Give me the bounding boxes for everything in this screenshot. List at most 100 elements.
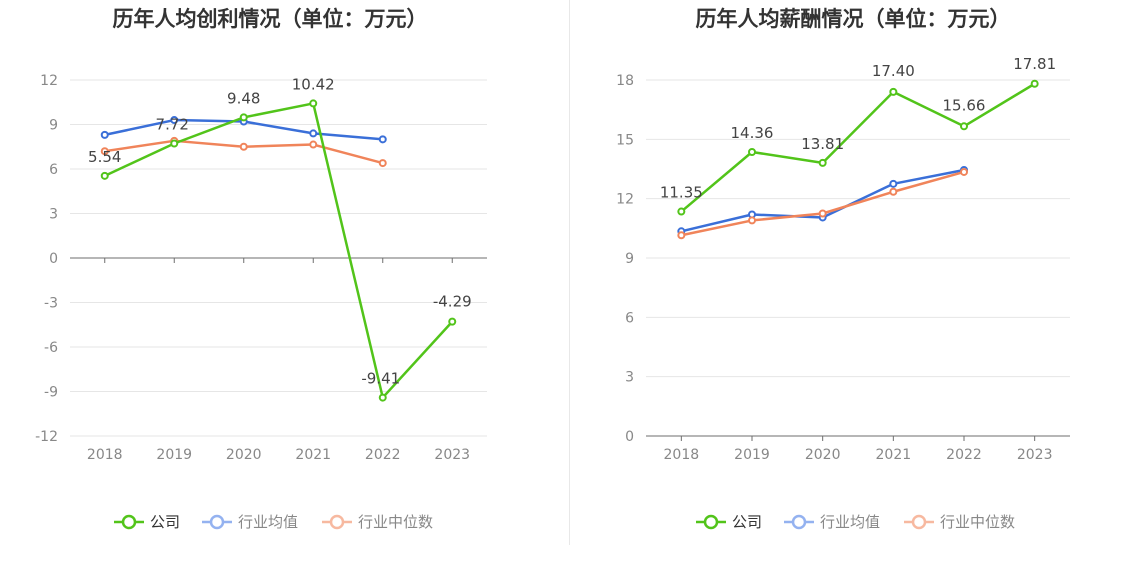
salary-per-capita-chart-panel: 历年人均薪酬情况（单位：万元） 18 15 12 9 6 3 0 2018 2019 2020 20… [568,0,1134,582]
legend-label: 行业均值 [238,513,298,531]
x-tick-label: 2022 [365,447,401,463]
grid [70,79,487,437]
x-tick-label: 2018 [87,447,123,463]
legend-item[interactable]: 行业中位数 [904,513,1015,531]
data-point[interactable] [100,171,109,180]
data-point[interactable] [239,113,248,122]
data-point[interactable] [378,159,387,168]
legend: 公司 行业均值 行业中位数 [114,513,433,531]
data-point[interactable] [309,129,318,138]
legend-label: 公司 [150,513,180,531]
data-point[interactable] [748,147,756,156]
x-tick-label: 2018 [664,447,700,463]
data-point[interactable] [309,99,318,108]
y-tick-label: 18 [616,73,634,89]
data-point[interactable] [170,116,179,125]
series-0: 11.35 14.36 13.81 17.40 15.66 17.81 [660,55,1056,216]
legend-item[interactable]: 公司 [696,513,762,531]
y-tick-label: 6 [49,162,58,178]
legend-marker-icon [121,514,137,530]
data-point[interactable] [889,187,898,196]
legend-label: 行业中位数 [358,513,433,531]
y-tick-label: -6 [44,340,58,356]
x-tick-label: 2019 [734,447,770,463]
y-tick-label: 3 [49,207,58,223]
legend-item[interactable]: 行业均值 [202,513,298,531]
y-tick-label: 6 [625,310,634,326]
series-line [680,82,1036,213]
legend-item[interactable]: 公司 [114,513,180,531]
y-tick-label: -12 [35,429,58,445]
y-tick-label: 0 [625,429,634,445]
x-tick-label: 2023 [434,447,470,463]
data-point[interactable] [818,209,827,218]
data-label: 17.81 [1013,55,1056,73]
data-label: 17.40 [872,62,915,80]
y-axis: 12 9 6 3 0 -3 -6 -9 -12 [35,73,58,445]
data-point[interactable] [1030,79,1039,88]
series-line [681,170,965,237]
data-label: 7.72 [156,115,189,133]
data-point[interactable] [889,179,898,188]
legend-marker-icon [329,514,345,530]
data-label: 10.42 [292,75,335,93]
data-label: 11.35 [660,184,703,202]
panel-divider [569,0,570,545]
data-point[interactable] [889,87,898,96]
legend-marker-icon [209,514,225,530]
chart-title: 历年人均薪酬情况（单位：万元） [696,7,1011,31]
data-label: 15.66 [943,96,986,114]
series-line [681,168,965,233]
data-point[interactable] [818,158,827,167]
data-point[interactable] [170,139,179,148]
y-tick-label: 15 [616,132,634,148]
data-point[interactable] [448,317,457,326]
legend-label: 行业均值 [820,513,880,531]
y-tick-label: 12 [616,192,634,208]
grid [646,79,1070,378]
x-axis: 2018 2019 2020 2021 2022 2023 [664,436,1052,463]
data-point[interactable] [378,393,387,402]
data-point[interactable] [100,147,109,156]
legend-marker-icon [791,514,807,530]
y-tick-label: 9 [49,118,58,134]
series-2 [100,136,387,168]
legend-label: 行业中位数 [940,513,1015,531]
data-label: 13.81 [801,135,844,153]
data-point[interactable] [309,140,318,149]
data-point[interactable] [960,122,968,131]
series-2 [677,167,968,240]
data-point[interactable] [239,142,248,151]
y-axis: 18 15 12 9 6 3 0 [616,73,634,445]
data-point[interactable] [100,130,109,139]
y-tick-label: 0 [49,251,58,267]
data-label: -4.29 [433,293,472,311]
chart-title: 历年人均创利情况（单位：万元） [113,7,428,31]
y-tick-label: -3 [44,296,58,312]
data-label: 14.36 [731,124,774,142]
x-tick-label: 2020 [226,447,262,463]
data-point[interactable] [960,167,968,176]
legend-item[interactable]: 行业均值 [784,513,880,531]
data-point[interactable] [748,216,756,225]
data-label: -9.41 [361,370,400,388]
legend-marker-icon [703,514,719,530]
data-point[interactable] [378,135,387,144]
x-tick-label: 2022 [946,447,982,463]
y-tick-label: -9 [44,385,58,401]
x-tick-label: 2019 [156,447,192,463]
legend-marker-icon [911,514,927,530]
legend-label: 公司 [732,513,762,531]
data-label: 5.54 [88,148,121,166]
data-point[interactable] [677,207,686,216]
y-tick-label: 9 [625,251,634,267]
x-tick-label: 2021 [295,447,331,463]
x-axis: 2018 2019 2020 2021 2022 2023 [87,258,470,463]
series-line [104,102,454,399]
data-point[interactable] [677,231,686,240]
profit-per-capita-chart-panel: 历年人均创利情况（单位：万元） 12 9 6 3 0 -3 -6 -9 -12 2018 2019 2… [0,0,567,582]
legend-item[interactable]: 行业中位数 [322,513,433,531]
legend: 公司 行业均值 行业中位数 [696,513,1015,531]
